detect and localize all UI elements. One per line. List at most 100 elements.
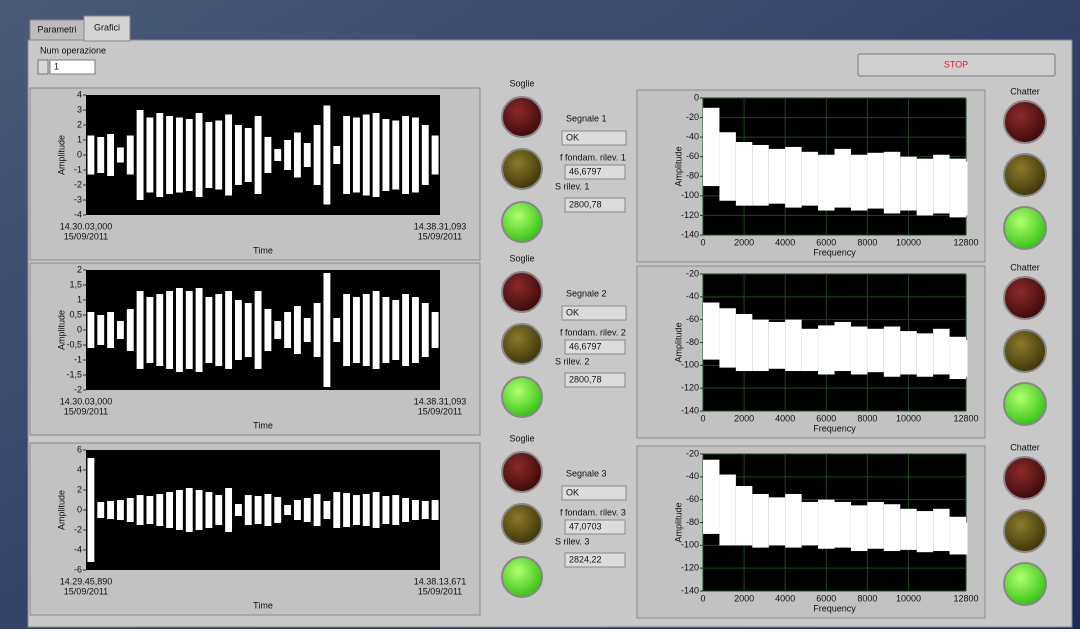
y-tick-label: 1 bbox=[77, 294, 82, 304]
x-axis-label: Frequency bbox=[813, 247, 856, 257]
y-tick-label: -2 bbox=[74, 524, 82, 534]
x-tick-label: 2000 bbox=[734, 413, 754, 423]
signal-burst bbox=[402, 294, 409, 366]
signal-burst bbox=[186, 291, 193, 369]
y-tick-label: -100 bbox=[681, 190, 699, 200]
signal-burst bbox=[392, 121, 399, 190]
signal-burst bbox=[245, 495, 252, 525]
y-tick-label: -120 bbox=[681, 563, 699, 573]
led bbox=[502, 452, 542, 492]
y-tick-label: -6 bbox=[74, 564, 82, 574]
signal-burst bbox=[343, 493, 350, 527]
led bbox=[1004, 330, 1046, 372]
signal-burst bbox=[196, 490, 203, 530]
signal-burst bbox=[97, 502, 104, 518]
signal-burst bbox=[255, 116, 262, 194]
led bbox=[502, 557, 542, 597]
x-tick-label: 4000 bbox=[775, 237, 795, 247]
y-tick-label: -80 bbox=[686, 517, 699, 527]
signal-burst bbox=[432, 500, 439, 520]
spectrum-band bbox=[966, 523, 968, 555]
s-value: 2800,78 bbox=[569, 374, 602, 384]
signal-burst bbox=[353, 297, 360, 363]
x-start-time: 14.30.03,000 bbox=[60, 396, 113, 406]
soglie-label: Soglie bbox=[509, 253, 534, 263]
x-end-date: 15/09/2011 bbox=[418, 586, 462, 596]
spectrum-band bbox=[736, 314, 752, 371]
x-tick-label: 0 bbox=[700, 593, 705, 603]
spectrum-band bbox=[917, 511, 933, 552]
signal-burst bbox=[186, 119, 193, 191]
x-tick-label: 10000 bbox=[896, 413, 921, 423]
y-tick-label: 0 bbox=[77, 504, 82, 514]
chatter-label: Chatter bbox=[1010, 86, 1040, 96]
signal-burst bbox=[333, 318, 340, 342]
x-tick-label: 8000 bbox=[857, 413, 877, 423]
x-start-time: 14.30.03,000 bbox=[60, 221, 113, 231]
tab-label[interactable]: Parametri bbox=[37, 24, 76, 34]
spectrum-band bbox=[966, 340, 968, 377]
x-axis-label: Frequency bbox=[813, 603, 856, 613]
stop-label[interactable]: STOP bbox=[944, 59, 968, 69]
f-value: 46,6797 bbox=[569, 341, 602, 351]
y-axis-label: Amplitude bbox=[56, 490, 66, 530]
s-value: 2824,22 bbox=[569, 554, 602, 564]
y-tick-label: 2 bbox=[77, 119, 82, 129]
signal-burst bbox=[284, 312, 291, 348]
signal-burst bbox=[323, 501, 330, 519]
y-tick-label: 4 bbox=[77, 464, 82, 474]
spectrum-band bbox=[950, 159, 966, 218]
f-label: f fondam. rilev. 2 bbox=[560, 327, 626, 337]
y-tick-label: -60 bbox=[686, 314, 699, 324]
spectrum-band bbox=[703, 108, 719, 186]
signal-burst bbox=[137, 110, 144, 200]
spectrum-band bbox=[719, 475, 735, 546]
x-end-date: 15/09/2011 bbox=[418, 406, 462, 416]
y-axis-label: Amplitude bbox=[673, 146, 683, 186]
signal-burst bbox=[225, 291, 232, 369]
signal-burst bbox=[284, 505, 291, 515]
signal-burst bbox=[343, 294, 350, 366]
signal-burst bbox=[264, 309, 271, 351]
s-value: 2800,78 bbox=[569, 199, 602, 209]
spectrum-band bbox=[736, 486, 752, 545]
spectrum-band bbox=[818, 500, 834, 549]
led bbox=[1004, 154, 1046, 196]
spectrum-band bbox=[867, 153, 883, 209]
x-end-time: 14.38.13,671 bbox=[414, 576, 467, 586]
spinner[interactable] bbox=[38, 60, 48, 74]
signal-burst bbox=[314, 303, 321, 357]
y-tick-label: 0 bbox=[694, 92, 699, 102]
x-tick-label: 8000 bbox=[857, 593, 877, 603]
x-start-date: 15/09/2011 bbox=[64, 231, 108, 241]
spectrum-band bbox=[719, 308, 735, 367]
y-tick-label: -80 bbox=[686, 337, 699, 347]
status-value: OK bbox=[566, 132, 579, 142]
x-tick-label: 4000 bbox=[775, 593, 795, 603]
spectrum-band bbox=[966, 162, 968, 216]
spectrum-band bbox=[900, 509, 916, 550]
y-tick-label: -120 bbox=[681, 210, 699, 220]
control-label: Num operazione bbox=[40, 45, 106, 55]
led bbox=[502, 272, 542, 312]
y-tick-label: -40 bbox=[686, 132, 699, 142]
signal-burst bbox=[205, 492, 212, 528]
x-axis-label: Frequency bbox=[813, 423, 856, 433]
s-label: S rilev. 3 bbox=[555, 536, 589, 546]
signal-burst bbox=[127, 136, 134, 175]
spectrum-band bbox=[752, 320, 768, 371]
numeric-value[interactable]: 1 bbox=[54, 61, 59, 71]
y-tick-label: -40 bbox=[686, 291, 699, 301]
spectrum-band bbox=[835, 502, 851, 548]
spectrum-band bbox=[752, 145, 768, 206]
chatter-label: Chatter bbox=[1010, 262, 1040, 272]
spectrum-band bbox=[950, 337, 966, 379]
tab-label[interactable]: Grafici bbox=[94, 22, 120, 32]
f-label: f fondam. rilev. 3 bbox=[560, 507, 626, 517]
spectrum-band bbox=[769, 149, 785, 204]
signal-burst bbox=[156, 294, 163, 366]
led bbox=[1004, 457, 1046, 499]
spectrum-band bbox=[736, 142, 752, 206]
signal-burst bbox=[294, 306, 301, 354]
s-label: S rilev. 1 bbox=[555, 181, 589, 191]
